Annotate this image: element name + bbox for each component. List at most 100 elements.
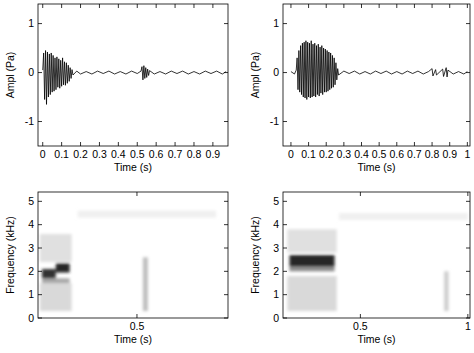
x-tick-label: 0.2 [319,148,334,160]
x-axis-label: Time (s) [114,161,152,173]
x-tick [80,142,81,146]
y-tick-right [224,294,228,295]
x-tick-label: 0.9 [442,148,457,160]
plot-area [38,4,228,146]
x-tick [136,314,137,318]
y-tick [38,318,42,319]
y-tick [38,72,42,73]
x-tick-label: 0.2 [73,148,88,160]
x-tick [343,142,344,146]
spectrogram-cell [339,213,468,220]
x-axis-label: Time (s) [357,333,395,345]
x-axis-label: Time (s) [114,333,152,345]
x-tick-top [360,192,361,196]
y-tick [283,224,287,225]
x-tick [156,142,157,146]
y-axis-label: Ampl (Pa) [249,52,261,99]
x-tick [99,142,100,146]
x-tick-top [136,192,137,196]
x-tick-top [175,4,176,8]
x-tick-label: 0.8 [187,148,202,160]
x-tick-top [308,4,309,8]
x-tick-label: 0.6 [149,148,164,160]
spectrogram-cell [289,255,334,267]
y-tick-label: 0 [28,312,34,324]
y-tick-right [466,201,470,202]
x-tick [414,142,415,146]
x-tick [42,142,43,146]
y-tick [283,294,287,295]
x-tick-top [212,4,213,8]
spectrogram-cell [42,269,56,278]
x-tick-label: 0 [288,148,294,160]
panel: 00.10.20.30.40.50.60.70.80.91-101Time (s… [249,4,470,173]
x-tick [193,142,194,146]
spectrogram [287,213,468,311]
y-tick-right [224,201,228,202]
x-tick-top [379,4,380,8]
y-tick-right [224,72,228,73]
spectrogram-cell [40,283,72,311]
y-tick-right [466,271,470,272]
spectrogram-cell [40,234,72,262]
panel: 00.10.20.30.40.50.60.70.80.9-101Time (s)… [4,4,228,173]
y-tick-label: 0 [273,66,279,78]
x-tick-label: 0.7 [168,148,183,160]
y-tick [283,121,287,122]
axes-frame [38,192,228,318]
x-tick-top [118,4,119,8]
spectrogram [40,211,216,311]
y-tick-right [466,23,470,24]
x-tick-top [99,4,100,8]
y-tick [38,23,42,24]
y-tick-label: 3 [273,242,279,254]
x-tick-label: 0.3 [337,148,352,160]
x-tick-top [414,4,415,8]
data-group [287,213,468,311]
x-tick [61,142,62,146]
x-tick-label: 0.4 [111,148,126,160]
x-tick [361,142,362,146]
spectrogram-cell [56,263,70,272]
y-axis-label: Frequency (kHz) [4,216,16,294]
x-tick-top [80,4,81,8]
waveform [43,51,226,105]
x-tick [467,314,468,318]
y-tick [283,248,287,249]
x-tick-label: 0.5 [353,320,368,332]
y-tick [38,271,42,272]
y-tick-label: 2 [28,265,34,277]
data-group [43,51,226,105]
axes-frame [283,192,470,318]
x-tick-top [156,4,157,8]
x-axis-label: Time (s) [357,161,395,173]
x-tick-label: 0.3 [92,148,107,160]
x-tick-top [467,4,468,8]
x-tick [212,142,213,146]
x-tick-top [42,4,43,8]
x-tick-top [361,4,362,8]
x-tick [449,142,450,146]
spectrogram-cell [444,271,448,311]
plot-area [283,4,470,146]
y-tick [38,248,42,249]
x-tick [326,142,327,146]
x-tick-label: 0.8 [425,148,440,160]
panel: 0.51012345Time (s)Frequency (kHz) [249,192,471,345]
y-tick-label: 3 [28,242,34,254]
y-tick-right [466,248,470,249]
y-tick-right [466,318,470,319]
x-tick-label: 0 [40,148,46,160]
x-tick-top [290,4,291,8]
waveform [291,41,467,100]
x-tick-label: 0.5 [372,148,387,160]
x-tick [467,142,468,146]
y-axis-label: Ampl (Pa) [4,52,16,99]
y-tick [38,121,42,122]
x-tick-label: 0.7 [407,148,422,160]
y-tick [38,294,42,295]
y-tick-right [466,72,470,73]
x-tick [118,142,119,146]
x-tick [379,142,380,146]
y-tick-label: 1 [28,17,34,29]
